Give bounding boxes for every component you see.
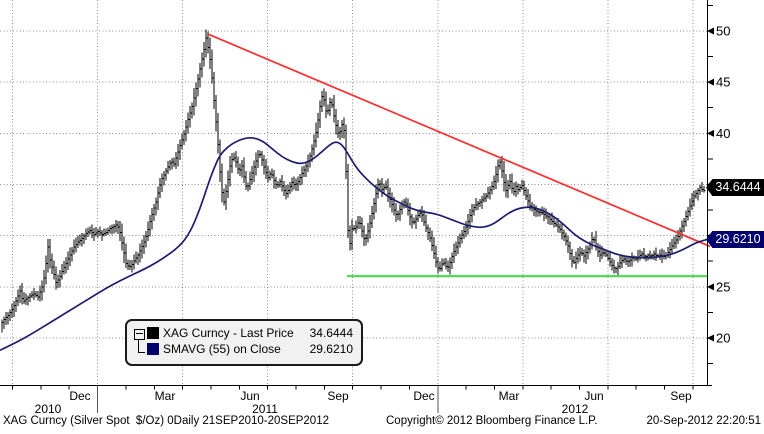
- legend-label-smavg: SMAVG (55) on Close: [163, 341, 281, 356]
- legend-item-smavg[interactable]: SMAVG (55) on Close 29.6210: [147, 341, 353, 356]
- last-price-badge: 34.6444: [706, 179, 764, 196]
- x-axis-month-label: Dec: [69, 389, 91, 403]
- legend-value-last-price: 34.6444: [309, 325, 353, 340]
- y-axis-tick-label: 25: [716, 279, 730, 294]
- x-axis-month-label: Jun: [240, 389, 260, 403]
- y-axis-tick-label: 40: [716, 126, 730, 141]
- legend-value-smavg: 29.6210: [309, 341, 353, 356]
- x-axis-month-label: Mar: [498, 389, 520, 403]
- legend-collapse-icon[interactable]: [134, 329, 145, 340]
- x-axis-month-label: Jun: [584, 389, 604, 403]
- copyright-text: Copyright© 2012 Bloomberg Finance L.P.: [386, 415, 598, 427]
- legend-box: XAG Curncy - Last Price 34.6444 SMAVG (5…: [125, 319, 363, 366]
- chart-description-text: XAG Curncy (Silver Spot $/Oz) 0Daily 21S…: [3, 415, 329, 427]
- x-axis-month-label: Dec: [413, 389, 435, 403]
- series-swatch-last-price: [147, 326, 159, 339]
- x-axis-year-label: 2010: [34, 402, 62, 416]
- legend-item-last-price[interactable]: XAG Curncy - Last Price 34.6444: [147, 325, 353, 340]
- y-axis-tick-label: 20: [716, 330, 730, 345]
- x-axis-year-label: 2012: [561, 402, 589, 416]
- legend-tree-line: [138, 339, 145, 353]
- x-axis-month-label: Mar: [154, 389, 176, 403]
- y-axis-tick-label: 45: [716, 75, 730, 90]
- x-axis-month-label: Sep: [327, 389, 349, 403]
- x-axis-month-label: Sep: [670, 389, 692, 403]
- legend-label-last-price: XAG Curncy - Last Price: [163, 325, 294, 340]
- timestamp-text: 20-Sep-2012 22:20:51: [646, 415, 761, 427]
- y-axis-tick-label: 50: [716, 24, 730, 39]
- smavg-price-badge: 29.6210: [706, 231, 764, 248]
- series-swatch-smavg: [147, 342, 159, 355]
- x-axis-year-label: 2011: [252, 402, 278, 416]
